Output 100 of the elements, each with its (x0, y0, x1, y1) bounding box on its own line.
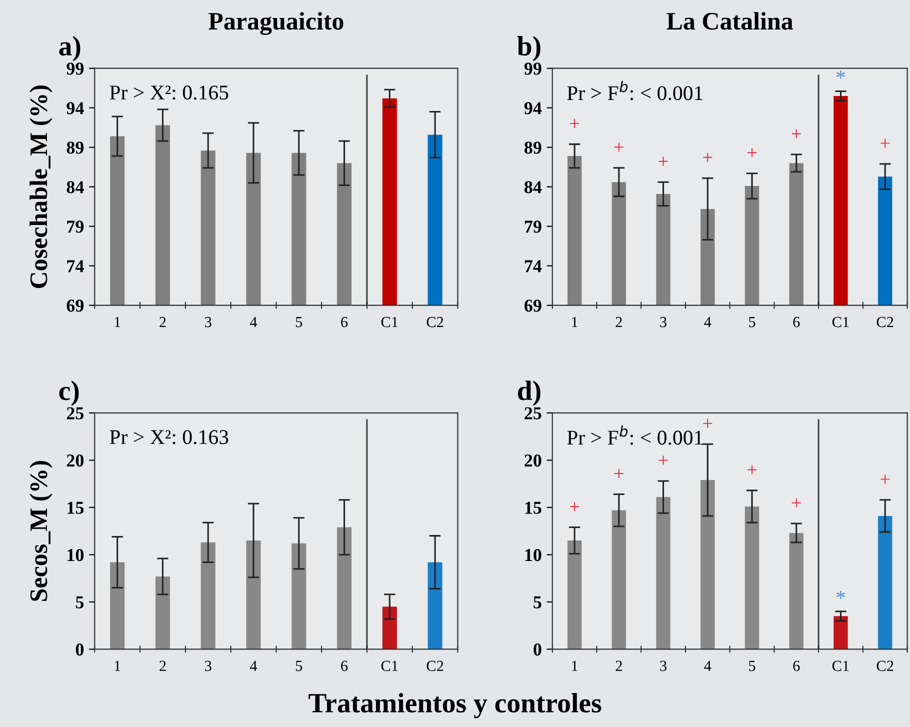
chart-title: La Catalina (666, 12, 793, 30)
bar (200, 542, 216, 650)
x-tick-label: 5 (749, 660, 756, 672)
y-tick-label: 0 (534, 643, 542, 656)
x-tick-label: 2 (160, 316, 166, 328)
bar (567, 540, 582, 650)
annotation: + (614, 469, 624, 478)
bar (337, 527, 352, 650)
bar (382, 606, 397, 650)
x-tick-label: 1 (572, 316, 578, 328)
x-tick-label: C1 (381, 660, 398, 672)
annotation: + (792, 498, 801, 508)
x-tick-label: 1 (114, 316, 120, 328)
annotation: + (614, 142, 624, 152)
y-tick-label: 25 (66, 407, 84, 420)
annotation: Pr > F$^{b}$: < 0.001 (567, 80, 702, 100)
x-tick-label: 4 (250, 316, 258, 328)
x-tick-label: C2 (876, 660, 894, 672)
y-tick-label: 99 (524, 62, 542, 75)
annotation: + (570, 502, 580, 512)
bar (656, 497, 670, 650)
text: d) (518, 380, 540, 406)
y-tick-label: 15 (68, 502, 84, 514)
bar (292, 543, 306, 650)
y-tick-label: 5 (534, 596, 542, 608)
y-tick-label: 79 (67, 220, 84, 233)
x-tick-label: 1 (572, 660, 578, 671)
bar (700, 480, 715, 650)
x-tick-label: 2 (616, 316, 622, 328)
y-tick-label: 25 (524, 407, 542, 420)
bar (155, 576, 170, 650)
annotation: + (703, 152, 712, 162)
x-tick-label: 3 (660, 316, 666, 328)
annotation: Pr > F$^{b}$: < 0.001 (567, 425, 702, 445)
bar (789, 532, 804, 650)
x-tick-label: 1 (114, 660, 120, 671)
annotation: + (747, 465, 757, 474)
y-tick-label: 74 (67, 260, 84, 272)
x-tick-label: C1 (832, 660, 849, 672)
x-tick-label: C2 (426, 660, 444, 672)
x-tick-label: 2 (160, 660, 166, 671)
y-tick-label: 0 (76, 643, 84, 656)
annotation: * (836, 590, 845, 599)
x-axis-title: Tratamientos y controles (308, 693, 602, 718)
x-tick-label: 6 (793, 660, 800, 672)
x-tick-label: C2 (876, 316, 894, 328)
annotation: + (747, 148, 757, 158)
x-tick-label: C1 (381, 316, 398, 328)
annotation: Pr > X²: 0.165 (110, 86, 228, 100)
annotation: + (703, 418, 712, 428)
x-tick-label: 5 (749, 317, 756, 328)
y-tick-label: 99 (66, 62, 84, 75)
annotation: * (836, 70, 845, 78)
text: b) (517, 36, 540, 62)
x-tick-label: 6 (341, 660, 348, 672)
x-tick-label: 5 (296, 317, 302, 328)
y-tick-label: 84 (524, 181, 542, 194)
x-tick-label: C2 (426, 316, 444, 328)
bar (612, 510, 626, 650)
y-tick-label: 89 (66, 142, 84, 154)
bar (878, 516, 892, 650)
y-tick-label: 74 (524, 260, 542, 272)
text: c) (59, 380, 79, 406)
y-tick-label: 15 (525, 502, 542, 514)
annotation: + (658, 456, 668, 465)
x-tick-label: 3 (205, 316, 212, 328)
bar (834, 616, 848, 650)
chart-title: Paraguaicito (208, 12, 344, 35)
bar (428, 562, 442, 650)
x-tick-label: 4 (250, 660, 258, 671)
annotation: + (880, 138, 890, 148)
y-tick-label: 5 (76, 596, 84, 608)
text: a) (59, 36, 80, 62)
y-tick-label: 89 (524, 142, 542, 154)
y-tick-label: 69 (524, 300, 542, 312)
y-tick-label: 20 (66, 454, 84, 467)
annotation: + (880, 474, 890, 484)
x-tick-label: 5 (296, 660, 302, 672)
x-tick-label: 6 (341, 316, 348, 328)
y-tick-label: 94 (66, 102, 84, 114)
y-tick-label: 10 (525, 548, 542, 562)
annotation: + (792, 129, 801, 138)
y-axis-title: Secos_M (%) (30, 461, 52, 601)
annotation: + (658, 156, 668, 166)
x-tick-label: 3 (205, 660, 212, 672)
bar (744, 506, 760, 650)
y-tick-label: 84 (66, 181, 84, 194)
y-axis-title: Cosechable_M (%) (30, 86, 52, 288)
y-tick-label: 94 (524, 102, 542, 114)
y-tick-label: 10 (68, 548, 84, 562)
annotation: + (570, 118, 580, 128)
y-tick-label: 79 (524, 220, 542, 233)
y-tick-label: 20 (524, 454, 542, 467)
x-tick-label: 4 (704, 316, 712, 328)
bar (246, 540, 261, 650)
bar (110, 562, 125, 650)
x-tick-label: 6 (793, 316, 800, 328)
y-tick-label: 69 (66, 300, 84, 312)
x-tick-label: C1 (832, 316, 849, 328)
annotation: Pr > X²: 0.163 (110, 430, 228, 444)
